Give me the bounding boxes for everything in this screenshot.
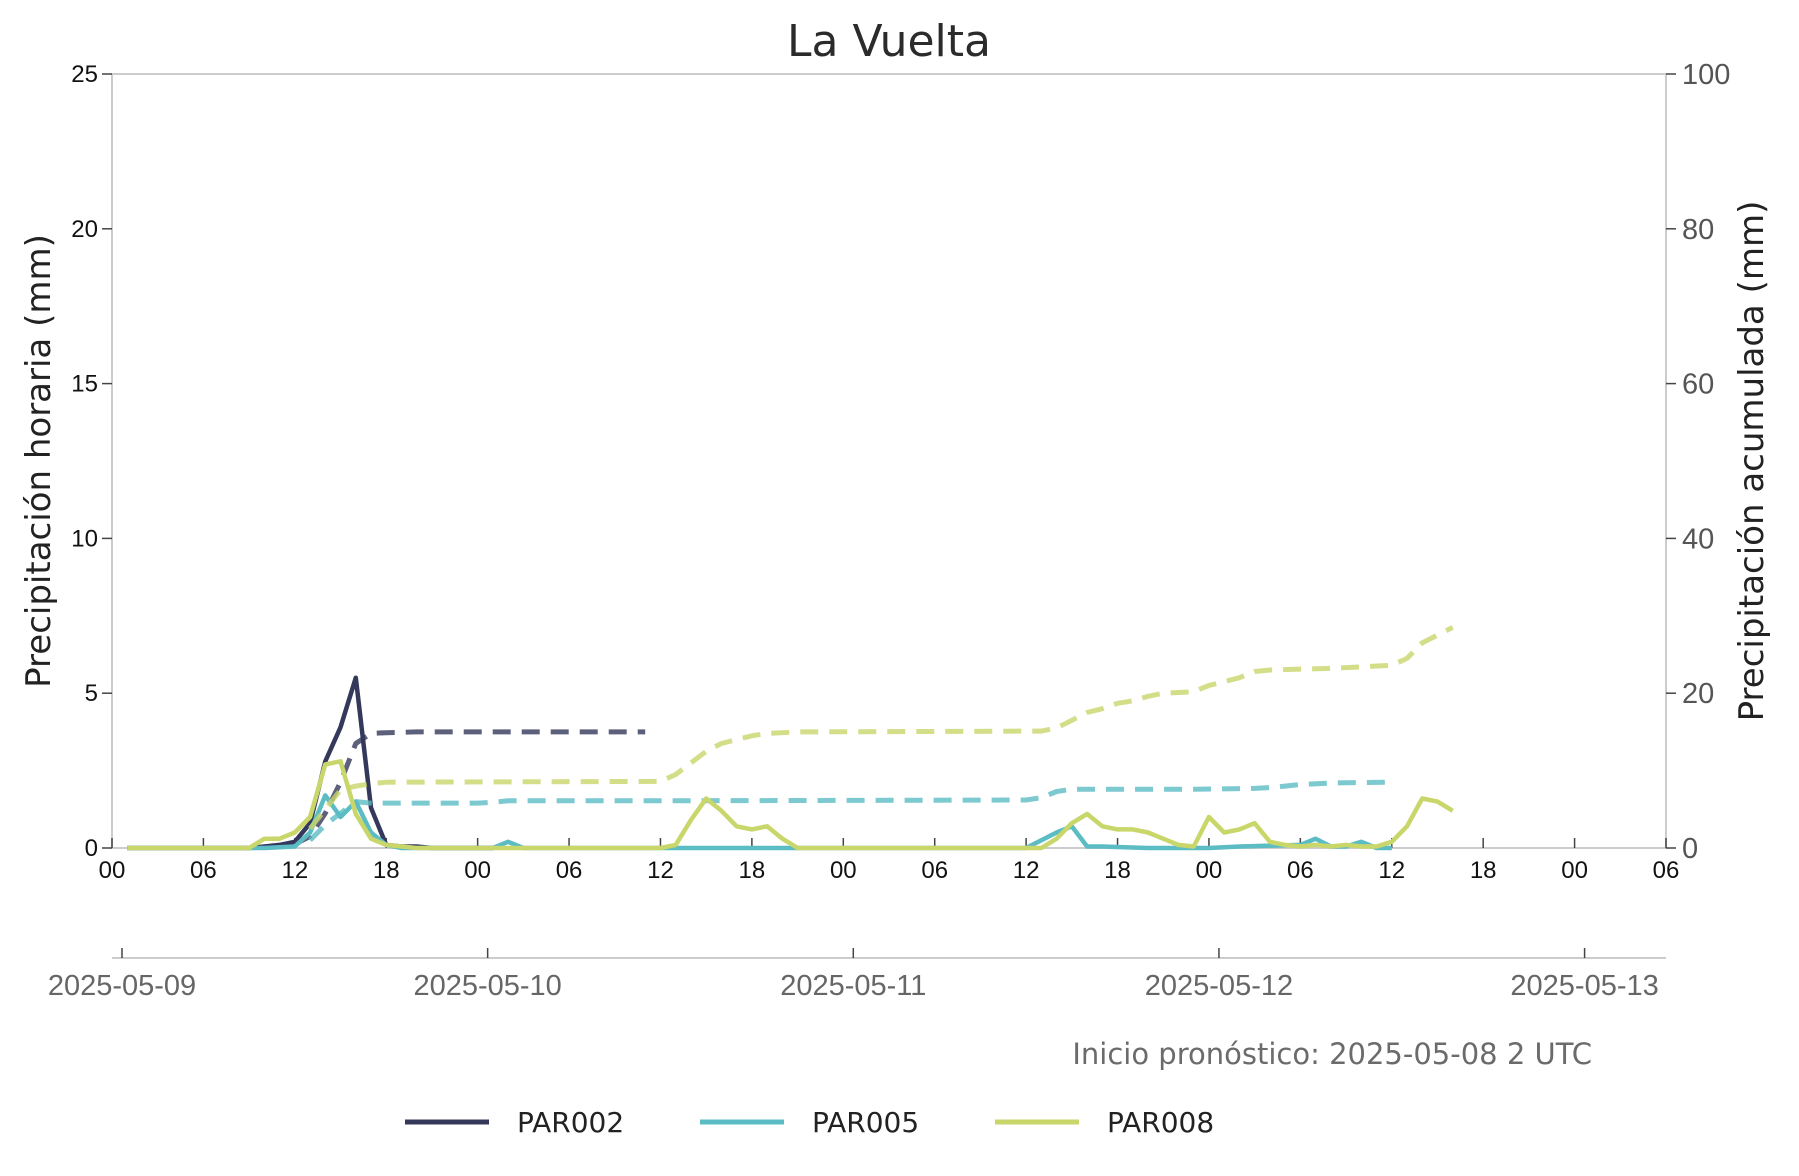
y-tick-right-label: 60 <box>1682 369 1714 401</box>
series-layer <box>127 625 1454 851</box>
y-tick-left-label: 5 <box>85 680 98 707</box>
x-tick-label: 18 <box>1104 857 1131 884</box>
y-tick-left-label: 0 <box>85 835 98 862</box>
x-tick-label: 06 <box>190 857 217 884</box>
x-tick-label: 06 <box>1287 857 1314 884</box>
x-tick-label: 06 <box>556 857 583 884</box>
x-tick-label: 06 <box>1653 857 1680 884</box>
y-tick-right-label: 100 <box>1682 59 1730 91</box>
x-tick-label: 06 <box>921 857 948 884</box>
x-tick-label: 00 <box>464 857 491 884</box>
x-tick-label: 00 <box>99 857 126 884</box>
y-tick-left-label: 25 <box>71 61 98 88</box>
y-tick-left-label: 15 <box>71 371 98 398</box>
y-tick-right-label: 80 <box>1682 214 1714 246</box>
y-tick-left-label: 10 <box>71 525 98 552</box>
forecast-start-note: Inicio pronóstico: 2025-05-08 2 UTC <box>1072 1037 1592 1071</box>
date-tick-label: 2025-05-12 <box>1145 970 1293 1002</box>
series-par002-accumulated-line <box>293 729 646 847</box>
series-par005-hourly-line <box>127 793 1392 851</box>
x-tick-label: 12 <box>647 857 674 884</box>
x-tick-label: 00 <box>1561 857 1588 884</box>
series-par008-hourly-line <box>127 759 1454 851</box>
x-tick-label: 12 <box>281 857 308 884</box>
x-tick-label: 12 <box>1013 857 1040 884</box>
y-axis-label-left: Precipitación horaria (mm) <box>19 234 59 688</box>
series-par002-hourly-line <box>127 675 493 851</box>
x-axis-hours: 00 06 12 18 00 06 12 18 00 06 12 18 00 06 12 18 00 06 <box>99 838 1680 884</box>
y-tick-right-label: 40 <box>1682 523 1714 555</box>
date-tick-label: 2025-05-11 <box>780 970 926 1002</box>
x-tick-label: 18 <box>1470 857 1497 884</box>
legend: PAR002 PAR005 PAR008 <box>405 1106 1214 1139</box>
legend-label-par005: PAR005 <box>812 1106 919 1139</box>
series-par008-accumulated-line <box>308 625 1454 831</box>
chart-title: La Vuelta <box>787 16 991 67</box>
date-tick-label: 2025-05-10 <box>413 970 561 1002</box>
y-axis-left: 0 5 10 15 20 25 <box>71 61 112 862</box>
x-tick-label: 12 <box>1378 857 1405 884</box>
date-tick-label: 2025-05-13 <box>1510 970 1658 1002</box>
y-axis-right: 0 20 40 60 80 100 <box>1666 59 1730 865</box>
y-tick-right-label: 20 <box>1682 678 1714 710</box>
x-tick-label: 18 <box>739 857 766 884</box>
legend-label-par008: PAR008 <box>1107 1106 1214 1139</box>
x-tick-label: 00 <box>830 857 857 884</box>
y-tick-left-label: 20 <box>71 216 98 243</box>
x-axis-dates: 2025-05-09 2025-05-10 2025-05-11 2025-05-12… <box>48 948 1659 1002</box>
y-tick-right-label: 0 <box>1682 833 1698 865</box>
x-tick-label: 18 <box>373 857 400 884</box>
x-tick-label: 00 <box>1196 857 1223 884</box>
y-axis-label-right: Precipitación acumulada (mm) <box>1732 201 1772 722</box>
date-tick-label: 2025-05-09 <box>48 970 196 1002</box>
legend-label-par002: PAR002 <box>517 1106 624 1139</box>
